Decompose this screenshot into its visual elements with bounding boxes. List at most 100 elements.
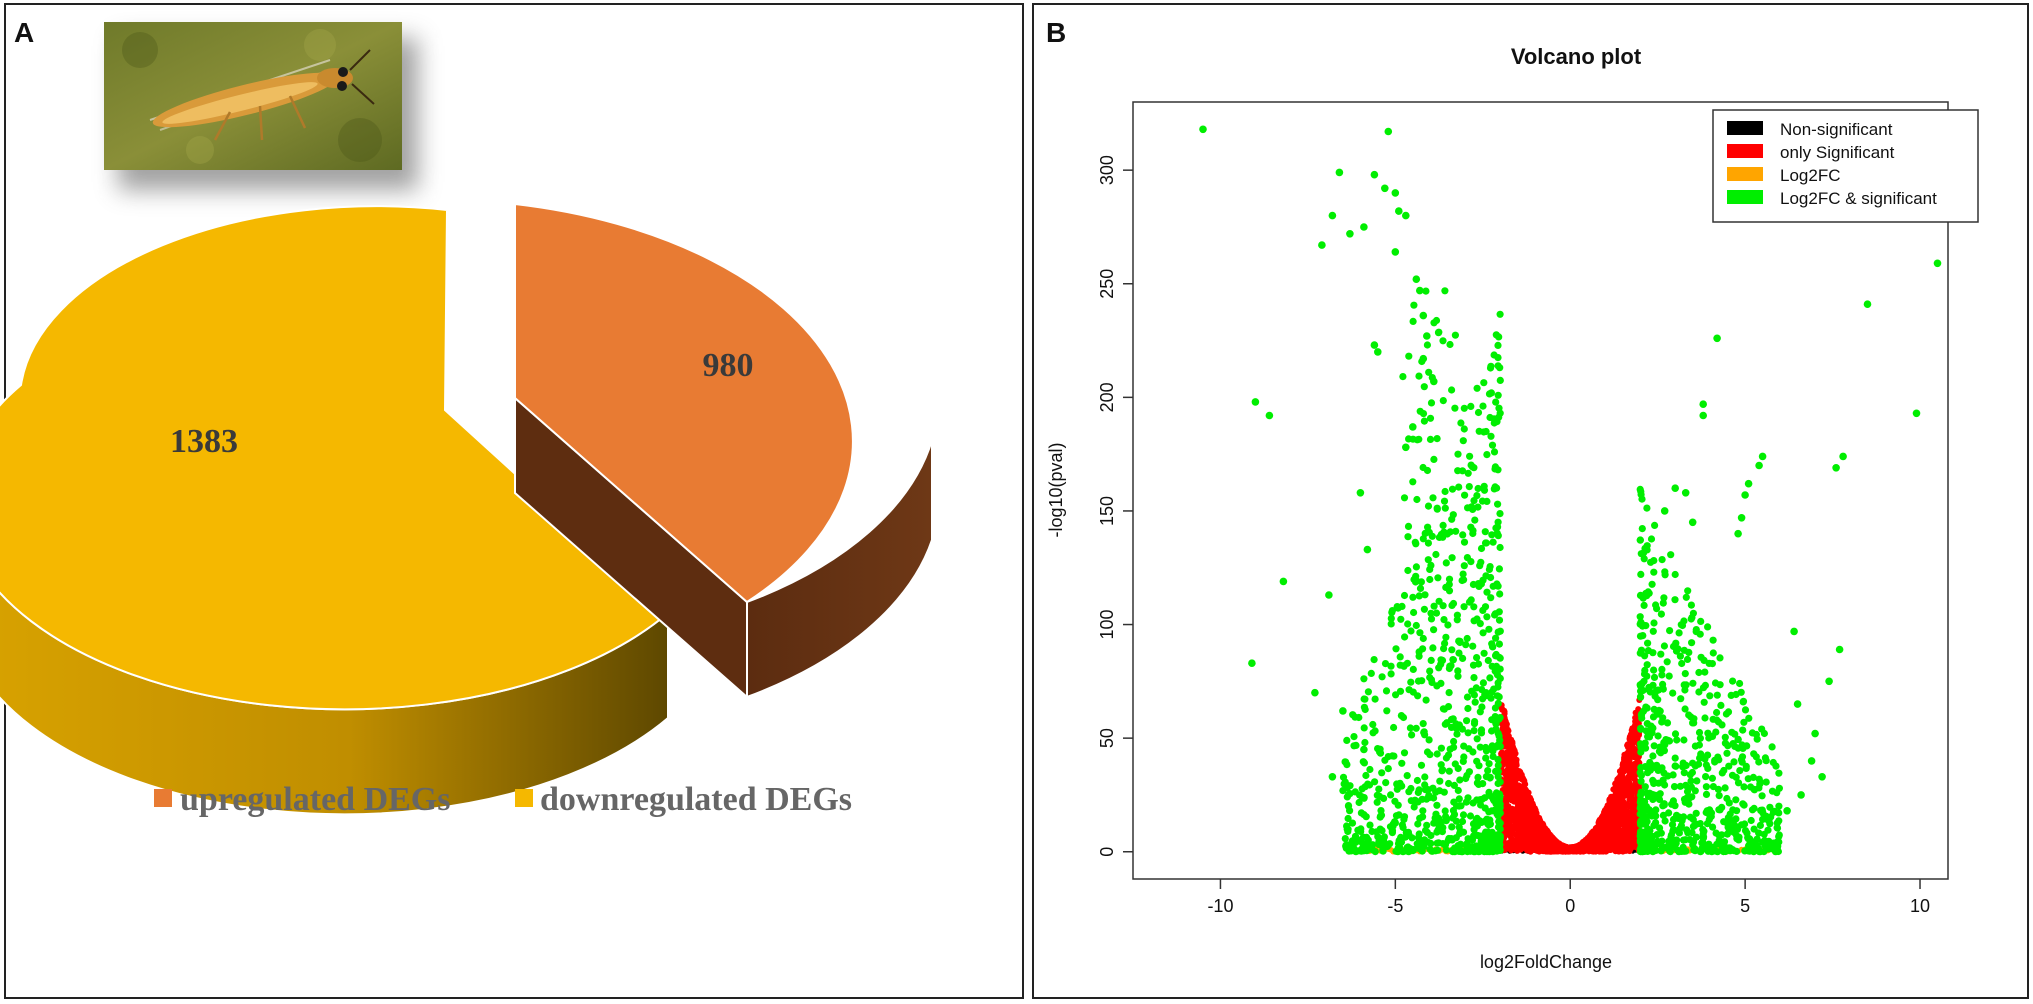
point-only-significant — [1591, 835, 1598, 842]
x-axis-label: log2FoldChange — [1480, 952, 1612, 972]
point-log2fc-significant — [1709, 823, 1717, 831]
point-log2fc-significant — [1756, 821, 1764, 830]
point-log2fc-significant — [1646, 758, 1654, 767]
legend-label-nonsignificant: Non-significant — [1780, 120, 1893, 139]
point-log2fc-significant — [1647, 535, 1656, 543]
point-only-significant — [1627, 735, 1634, 742]
point-log2fc-significant — [1433, 435, 1441, 443]
point-log2fc-significant — [1750, 785, 1758, 793]
point-log2fc-significant — [1488, 727, 1496, 735]
point-log2fc-significant — [1659, 685, 1667, 693]
point-log2fc-significant — [1463, 717, 1471, 725]
point-only-significant — [1502, 728, 1509, 735]
point-log2fc-significant — [1450, 781, 1458, 790]
point-log2fc-significant — [1335, 168, 1344, 177]
point-log2fc-significant — [1413, 776, 1421, 785]
point-log2fc-significant — [1733, 807, 1741, 815]
point-log2fc-significant — [1681, 705, 1689, 713]
point-log2fc-significant — [1441, 287, 1449, 295]
point-log2fc-significant — [1474, 503, 1482, 511]
point-only-significant — [1586, 839, 1593, 845]
point-log2fc-significant — [1716, 654, 1724, 662]
point-log2fc-significant — [1682, 681, 1690, 689]
point-log2fc-significant — [1483, 497, 1491, 505]
point-log2fc-significant — [1467, 461, 1475, 469]
point-log2fc-significant — [1382, 687, 1391, 695]
point-log2fc-significant — [1473, 654, 1481, 662]
point-only-significant — [1568, 847, 1575, 854]
point-log2fc-significant — [1660, 738, 1668, 747]
point-log2fc-significant — [1494, 466, 1502, 474]
point-log2fc-significant — [1700, 827, 1708, 835]
point-log2fc-significant — [1733, 847, 1741, 856]
point-log2fc-significant — [1400, 749, 1409, 757]
insect-photo — [104, 22, 418, 190]
point-log2fc-significant — [1773, 824, 1781, 832]
point-only-significant — [1530, 844, 1537, 851]
point-log2fc-significant — [1433, 801, 1441, 809]
point-log2fc-significant — [1487, 594, 1495, 602]
point-log2fc-significant — [1417, 761, 1426, 769]
point-log2fc-significant — [1357, 847, 1365, 855]
point-log2fc-significant — [1374, 348, 1382, 356]
point-only-significant — [1550, 845, 1556, 852]
point-log2fc-significant — [1644, 769, 1652, 777]
point-log2fc-significant — [1376, 792, 1384, 801]
point-log2fc-significant — [1392, 645, 1400, 653]
point-log2fc-significant — [1435, 328, 1443, 336]
point-only-significant — [1588, 830, 1595, 837]
point-log2fc-significant — [1489, 582, 1497, 590]
point-only-significant — [1621, 830, 1627, 837]
point-only-significant — [1561, 843, 1568, 850]
point-log2fc-significant — [1409, 665, 1417, 674]
point-log2fc-significant — [1452, 720, 1460, 728]
point-log2fc-significant — [1470, 720, 1479, 728]
point-log2fc-significant — [1651, 521, 1659, 530]
legend-swatch-log2fc — [1727, 167, 1763, 181]
point-log2fc-significant — [1466, 452, 1474, 460]
point-log2fc-significant — [1449, 511, 1457, 519]
point-log2fc-significant — [1485, 760, 1493, 768]
thrips-icon — [149, 49, 375, 141]
point-log2fc-significant — [1775, 831, 1783, 839]
point-only-significant — [1626, 754, 1632, 761]
point-log2fc-significant — [1713, 708, 1721, 717]
point-log2fc-significant — [1419, 720, 1427, 728]
point-log2fc-significant — [1688, 829, 1696, 837]
x-tick-label: -10 — [1207, 896, 1233, 916]
point-log2fc-significant — [1360, 675, 1368, 683]
legend-swatch-upregulated — [154, 789, 172, 807]
point-log2fc-significant — [1690, 715, 1698, 723]
point-log2fc-significant — [1722, 710, 1730, 718]
point-log2fc-significant — [1447, 835, 1455, 843]
point-only-significant — [1511, 781, 1518, 787]
point-log2fc-significant — [1775, 769, 1783, 777]
pie-slice-side-upregulated — [746, 439, 933, 699]
point-log2fc-significant — [1361, 705, 1369, 714]
point-log2fc-significant — [1702, 783, 1710, 791]
point-only-significant — [1630, 726, 1637, 733]
point-log2fc-significant — [1398, 759, 1406, 767]
point-log2fc-significant — [1363, 840, 1371, 848]
point-log2fc-significant — [1701, 681, 1709, 690]
point-log2fc-significant — [1449, 599, 1458, 608]
point-log2fc-significant — [1647, 809, 1655, 817]
point-log2fc-significant — [1658, 671, 1666, 679]
point-log2fc-significant — [1402, 211, 1410, 220]
y-tick-label: 0 — [1097, 847, 1117, 857]
point-log2fc-significant — [1400, 591, 1409, 600]
point-log2fc-significant — [1486, 674, 1494, 682]
point-log2fc-significant — [1463, 693, 1472, 701]
point-log2fc-significant — [1415, 372, 1423, 380]
y-axis-label: -log10(pval) — [1046, 442, 1066, 537]
point-log2fc-significant — [1450, 737, 1458, 746]
point-log2fc-significant — [1421, 591, 1429, 599]
point-log2fc-significant — [1445, 767, 1453, 775]
point-log2fc-significant — [1407, 797, 1415, 805]
point-log2fc-significant — [1496, 509, 1504, 518]
point-only-significant — [1617, 817, 1624, 824]
point-log2fc-significant — [1711, 679, 1720, 687]
point-only-significant — [1532, 807, 1539, 814]
point-log2fc-significant — [1440, 645, 1448, 653]
point-log2fc-significant — [1637, 487, 1645, 496]
